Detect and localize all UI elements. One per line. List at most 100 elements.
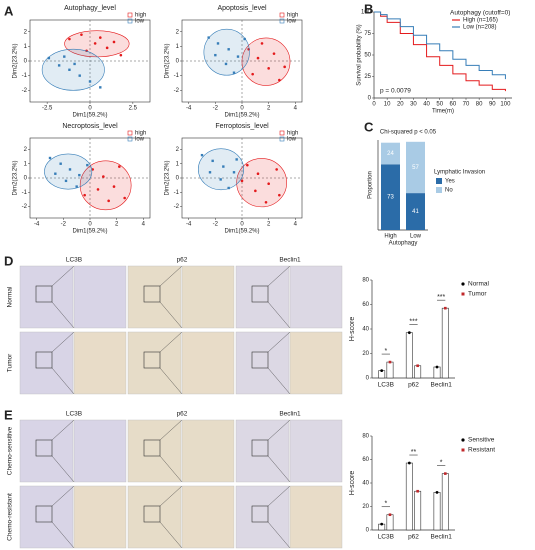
x-axis-label: Dim1(59.2%) [224, 229, 259, 235]
y-tick-label: -1 [174, 190, 180, 196]
zoom-line [267, 521, 291, 549]
bar-dot [416, 364, 419, 368]
point [107, 199, 110, 203]
confidence-ellipse [241, 37, 291, 86]
legend-swatch [127, 136, 133, 142]
row-label: Normal [7, 286, 14, 308]
bar-dot [407, 331, 411, 335]
x-tick-label: LC3B [378, 382, 394, 389]
bar-dot [407, 461, 411, 465]
ihc-image [235, 485, 290, 549]
bar [386, 514, 394, 531]
column-label: p62 [177, 257, 188, 264]
y-tick-label: 2 [176, 147, 180, 153]
point [64, 179, 68, 183]
zoom-line [267, 455, 291, 483]
y-tick-label: -1 [174, 73, 180, 79]
point [200, 153, 204, 157]
ihc-zoom [181, 485, 235, 549]
bar-dot [388, 513, 392, 517]
zoom-line [267, 367, 291, 395]
bar [441, 307, 449, 379]
point [73, 62, 76, 66]
point [246, 163, 249, 167]
y-tick-label: 60 [362, 302, 369, 308]
inset-box [35, 505, 53, 523]
bar [405, 462, 413, 531]
chart-title: Ferroptosis_level [215, 123, 269, 130]
y-tick-label: 40 [362, 327, 369, 333]
ihc-zoom [181, 331, 235, 395]
point [112, 185, 116, 188]
value-label: 41 [412, 209, 419, 215]
value-label: 24 [387, 151, 394, 157]
x-tick-label: -2 [61, 222, 67, 228]
panel-label: E [4, 407, 13, 422]
point [99, 86, 102, 89]
zoom-line [159, 485, 183, 507]
inset-box [251, 285, 269, 303]
value-label: 73 [387, 195, 394, 201]
point [264, 200, 268, 204]
ihc-zoom [73, 265, 127, 329]
x-tick-label: -2 [213, 222, 219, 228]
y-tick-label: -1 [22, 73, 28, 79]
point [112, 40, 116, 44]
bar-segment [381, 164, 400, 230]
x-tick-label: 2 [267, 106, 271, 112]
x-tick-label: 0 [240, 106, 244, 112]
ihc-zoom [73, 331, 127, 395]
y-tick-label: 2 [24, 147, 28, 153]
x-tick-label: Beclin1 [431, 382, 453, 389]
zoom-line [267, 485, 291, 507]
ihc-image [19, 485, 74, 549]
zoom-line [267, 419, 291, 441]
column-label: p62 [177, 411, 188, 418]
point [119, 53, 123, 57]
ihc-zoom [289, 485, 343, 549]
point [47, 56, 51, 60]
y-tick-label: 100 [361, 10, 372, 16]
x-tick-label: 70 [463, 102, 470, 108]
bar [405, 332, 413, 379]
x-tick-label: p62 [408, 382, 419, 389]
legend-label: Tumor [468, 291, 487, 298]
y-tick-label: 0 [176, 176, 180, 182]
point [236, 55, 240, 58]
legend-swatch [461, 438, 465, 442]
x-tick-label: 30 [410, 102, 417, 108]
y-tick-label: 25 [364, 74, 371, 80]
legend-label: low [135, 19, 145, 25]
point [251, 72, 254, 76]
legend-swatch [461, 292, 465, 296]
x-tick-label: 50 [436, 102, 443, 108]
legend-label: high [135, 13, 146, 19]
x-tick-label: High [384, 234, 396, 240]
point [219, 178, 222, 181]
x-tick-label: 20 [397, 102, 404, 108]
column-label: LC3B [66, 257, 82, 264]
y-tick-label: 0 [366, 528, 370, 534]
inset-box [251, 505, 269, 523]
bar [433, 366, 441, 379]
y-axis-label: Proportion [368, 171, 374, 199]
bar-dot [380, 369, 384, 373]
ihc-zoom [181, 419, 235, 483]
y-tick-label: 50 [364, 53, 371, 59]
row-label: Chemo-resistant [7, 493, 14, 541]
point [227, 186, 230, 190]
ihc-image [127, 419, 182, 483]
panel-label: A [4, 3, 14, 18]
chart-title: Autophagy_level [64, 5, 116, 12]
y-tick-label: 1 [176, 161, 180, 167]
zoom-line [51, 419, 75, 441]
point [75, 185, 78, 188]
column-label: Beclin1 [279, 411, 301, 418]
ihc-image [127, 265, 182, 329]
ihc-zoom [181, 265, 235, 329]
point [57, 64, 61, 67]
point [222, 165, 225, 168]
point [98, 36, 102, 39]
legend-label: low [287, 19, 297, 25]
point [216, 42, 220, 45]
